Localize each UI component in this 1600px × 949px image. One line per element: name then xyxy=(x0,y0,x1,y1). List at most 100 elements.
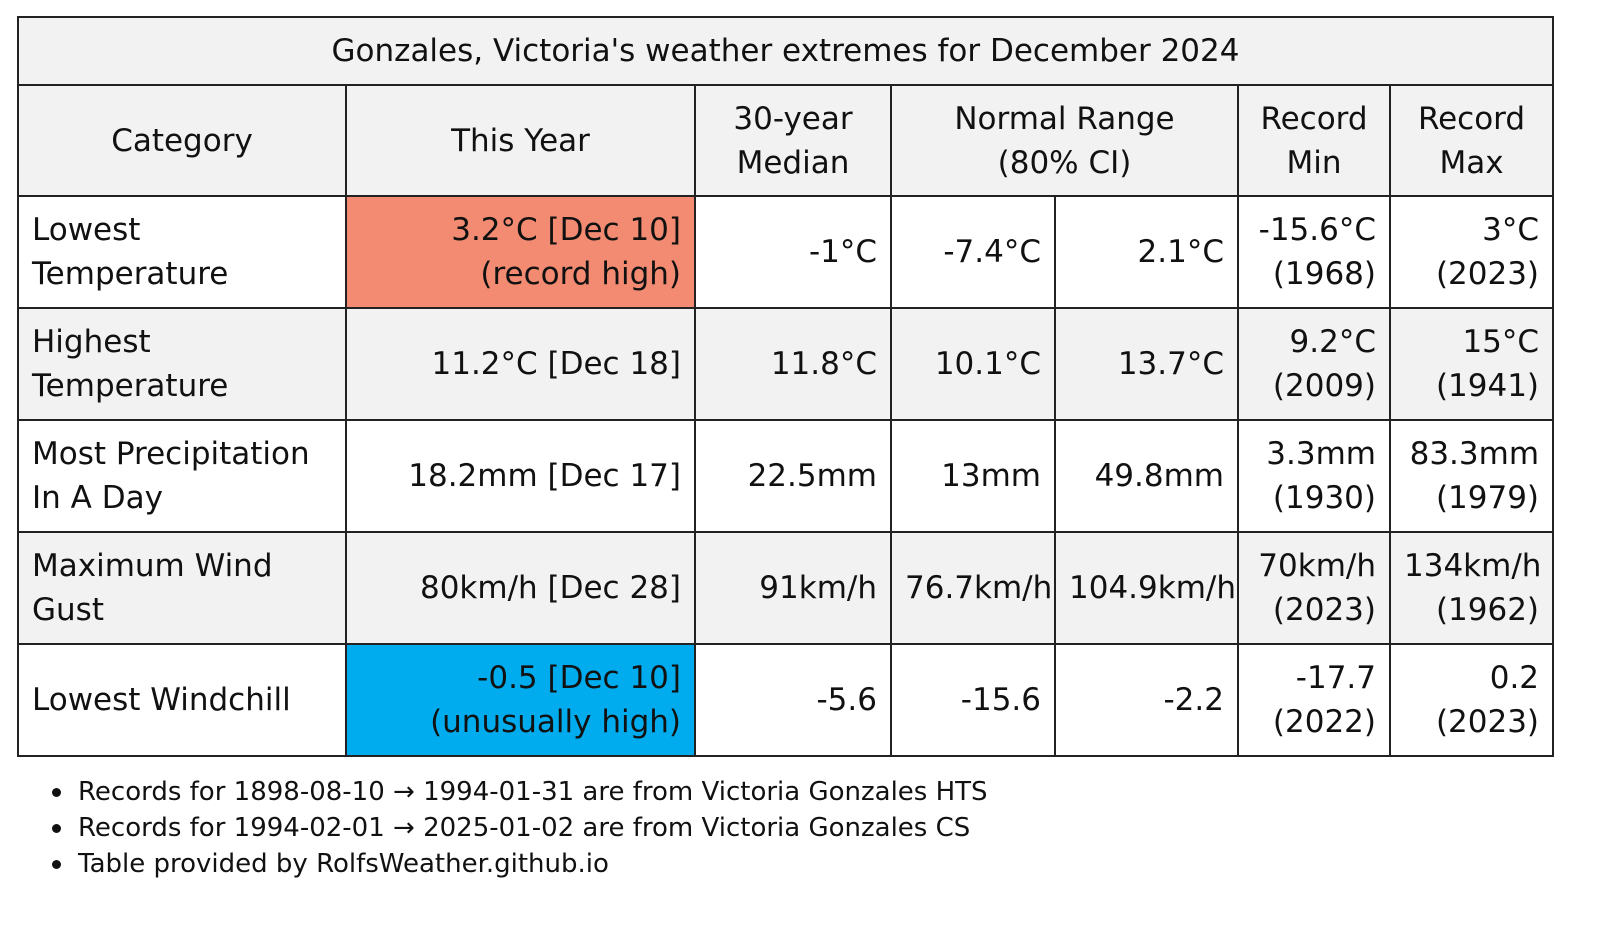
record-max-value: 0.2 xyxy=(1489,660,1540,696)
table-row: Lowest Temperature 3.2°C [Dec 10] (recor… xyxy=(17,195,1555,309)
note-text: Records for 1898-08-10 → 1994-01-31 are … xyxy=(78,777,988,807)
weather-extremes-panel: Gonzales, Victoria's weather extremes fo… xyxy=(16,16,1555,757)
category-line1: Highest xyxy=(32,324,151,360)
record-max-year: (1979) xyxy=(1435,480,1540,516)
record-max-cell: 3°C (2023) xyxy=(1388,195,1555,309)
category-line2: Gust xyxy=(32,592,104,628)
category-line1: Lowest Windchill xyxy=(32,682,291,718)
record-min-value: 3.3mm xyxy=(1266,436,1376,472)
bullet-icon xyxy=(52,860,61,869)
this-year-value: 11.2°C [Dec 18] xyxy=(431,346,682,382)
record-min-cell: 3.3mm (1930) xyxy=(1237,419,1391,533)
note-text: Table provided by RolfsWeather.github.io xyxy=(78,849,609,879)
header-normal-line2: (80% CI) xyxy=(997,144,1132,181)
note-text: Records for 1994-02-01 → 2025-01-02 are … xyxy=(78,813,971,843)
this-year-cell: 80km/h [Dec 28] xyxy=(345,531,696,645)
header-normal-line1: Normal Range xyxy=(954,100,1175,137)
normal-low-cell: 10.1°C xyxy=(890,307,1056,421)
this-year-cell: 11.2°C [Dec 18] xyxy=(345,307,696,421)
header-this-year: This Year xyxy=(345,84,696,197)
bullet-icon xyxy=(52,824,61,833)
header-category: Category xyxy=(17,84,347,197)
table-row: Most Precipitation In A Day 18.2mm [Dec … xyxy=(17,419,1555,533)
normal-high-cell: -2.2 xyxy=(1054,643,1239,757)
record-min-year: (1968) xyxy=(1272,256,1376,292)
list-item: Records for 1898-08-10 → 1994-01-31 are … xyxy=(52,774,988,810)
this-year-note: (unusually high) xyxy=(430,704,681,740)
record-max-cell: 0.2 (2023) xyxy=(1388,643,1555,757)
header-normal-range: Normal Range (80% CI) xyxy=(890,84,1239,197)
category-cell: Maximum Wind Gust xyxy=(17,531,347,645)
table-row: Maximum Wind Gust 80km/h [Dec 28] 91km/h… xyxy=(17,531,1555,645)
category-cell: Lowest Temperature xyxy=(17,195,347,309)
category-cell: Most Precipitation In A Day xyxy=(17,419,347,533)
record-min-value: 9.2°C xyxy=(1289,324,1376,360)
record-min-cell: -15.6°C (1968) xyxy=(1237,195,1391,309)
this-year-value: 18.2mm [Dec 17] xyxy=(408,458,681,494)
table-title: Gonzales, Victoria's weather extremes fo… xyxy=(16,16,1555,86)
this-year-note: (record high) xyxy=(480,256,681,292)
header-record-min-line2: Min xyxy=(1286,144,1342,181)
category-cell: Highest Temperature xyxy=(17,307,347,421)
record-max-cell: 15°C (1941) xyxy=(1388,307,1555,421)
header-median: 30-year Median xyxy=(694,84,892,197)
this-year-cell: 3.2°C [Dec 10] (record high) xyxy=(345,195,696,309)
header-record-min: Record Min xyxy=(1237,84,1391,197)
record-min-value: -15.6°C xyxy=(1258,212,1376,248)
normal-low-cell: 13mm xyxy=(890,419,1056,533)
category-line1: Maximum Wind xyxy=(32,548,273,584)
list-item: Records for 1994-02-01 → 2025-01-02 are … xyxy=(52,810,988,846)
category-line2: Temperature xyxy=(32,256,229,292)
header-record-max: Record Max xyxy=(1388,84,1555,197)
this-year-value: -0.5 [Dec 10] xyxy=(477,660,681,696)
this-year-cell: -0.5 [Dec 10] (unusually high) xyxy=(345,643,696,757)
normal-high-cell: 13.7°C xyxy=(1054,307,1239,421)
category-line1: Most Precipitation xyxy=(32,436,310,472)
bullet-icon xyxy=(52,788,61,797)
header-median-line1: 30-year xyxy=(733,100,853,137)
this-year-value: 3.2°C [Dec 10] xyxy=(451,212,681,248)
category-line2: Temperature xyxy=(32,368,229,404)
normal-high-cell: 2.1°C xyxy=(1054,195,1239,309)
normal-high-cell: 104.9km/h xyxy=(1054,531,1239,645)
record-max-value: 3°C xyxy=(1482,212,1540,248)
record-min-year: (2022) xyxy=(1272,704,1376,740)
normal-low-cell: -7.4°C xyxy=(890,195,1056,309)
record-max-value: 83.3mm xyxy=(1409,436,1540,472)
median-cell: 22.5mm xyxy=(694,419,892,533)
record-min-value: -17.7 xyxy=(1295,660,1376,696)
weather-extremes-table: Gonzales, Victoria's weather extremes fo… xyxy=(16,16,1555,757)
median-cell: -5.6 xyxy=(694,643,892,757)
table-row: Highest Temperature 11.2°C [Dec 18] 11.8… xyxy=(17,307,1555,421)
record-min-year: (2023) xyxy=(1272,592,1376,628)
record-min-year: (2009) xyxy=(1272,368,1376,404)
this-year-cell: 18.2mm [Dec 17] xyxy=(345,419,696,533)
record-min-year: (1930) xyxy=(1272,480,1376,516)
record-max-value: 15°C xyxy=(1462,324,1540,360)
this-year-value: 80km/h [Dec 28] xyxy=(419,570,681,606)
category-line2: In A Day xyxy=(32,480,163,516)
record-max-year: (1941) xyxy=(1435,368,1540,404)
list-item: Table provided by RolfsWeather.github.io xyxy=(52,846,988,882)
record-max-value: 134km/h xyxy=(1404,548,1542,584)
record-min-value: 70km/h xyxy=(1258,548,1376,584)
record-max-year: (2023) xyxy=(1435,256,1540,292)
header-category-label: Category xyxy=(111,122,253,159)
notes-list: Records for 1898-08-10 → 1994-01-31 are … xyxy=(0,774,988,882)
record-max-cell: 83.3mm (1979) xyxy=(1388,419,1555,533)
record-max-cell: 134km/h (1962) xyxy=(1388,531,1555,645)
header-record-min-line1: Record xyxy=(1260,100,1368,137)
header-median-line2: Median xyxy=(736,144,850,181)
header-record-max-line2: Max xyxy=(1439,144,1504,181)
header-record-max-line1: Record xyxy=(1417,100,1526,137)
record-max-year: (1962) xyxy=(1435,592,1540,628)
table-row: Lowest Windchill -0.5 [Dec 10] (unusuall… xyxy=(17,643,1555,757)
median-cell: -1°C xyxy=(694,195,892,309)
category-line1: Lowest xyxy=(32,212,141,248)
normal-low-cell: 76.7km/h xyxy=(890,531,1056,645)
record-min-cell: 9.2°C (2009) xyxy=(1237,307,1391,421)
normal-high-cell: 49.8mm xyxy=(1054,419,1239,533)
header-this-year-label: This Year xyxy=(451,122,590,159)
category-cell: Lowest Windchill xyxy=(17,643,347,757)
normal-low-cell: -15.6 xyxy=(890,643,1056,757)
